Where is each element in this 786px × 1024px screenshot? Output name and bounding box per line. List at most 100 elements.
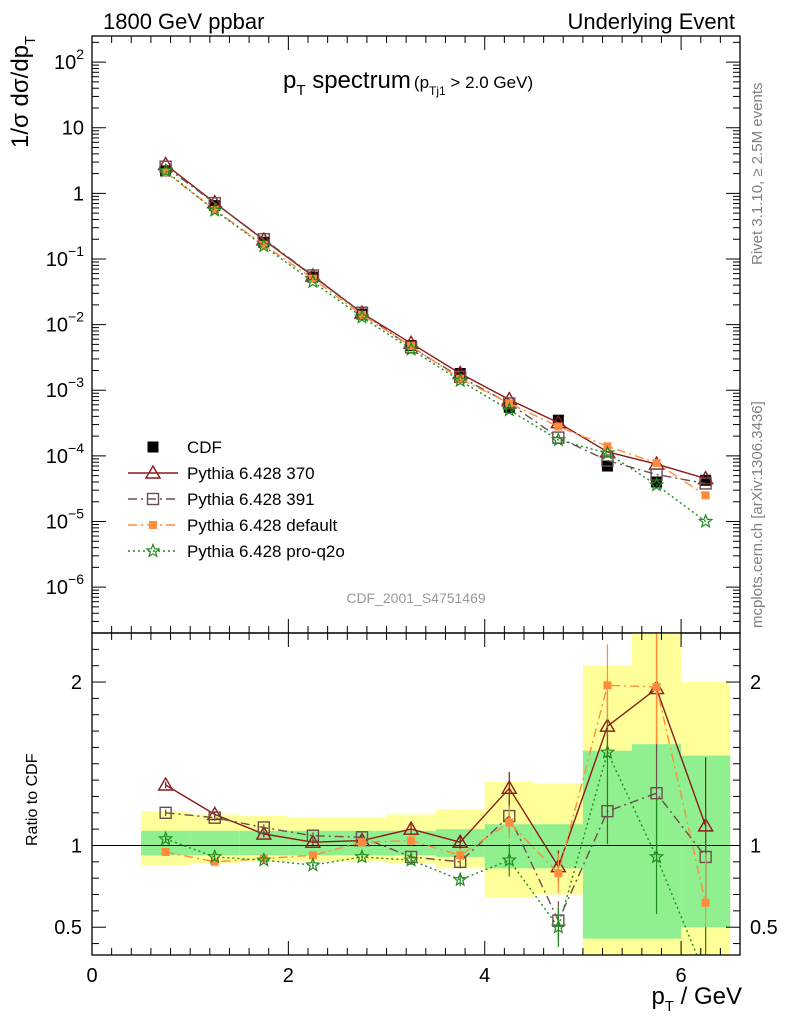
data-point-pythia-6-428-pro-q2o — [206, 202, 223, 218]
y-tick-label: 102 — [54, 46, 84, 74]
series-cdf — [160, 165, 712, 488]
y-tick-label: 10−5 — [46, 506, 84, 534]
ratio-point-pythia-6-428-pro-q2o — [206, 848, 223, 864]
x-tick-label: 6 — [676, 965, 687, 987]
ratio-point-pythia-6-428-default — [358, 838, 366, 847]
legend-item-cdf: CDF — [147, 438, 222, 457]
ratio-point-pythia-6-428-370 — [501, 779, 518, 794]
data-point-pythia-6-428-default — [308, 274, 317, 283]
data-point-pythia-6-428-391 — [699, 477, 712, 490]
data-point-pythia-6-428-pro-q2o — [256, 237, 272, 253]
ratio-point-pythia-6-428-370 — [451, 833, 469, 848]
legend-marker — [146, 492, 160, 506]
ratio-series — [157, 633, 714, 982]
data-point-pythia-6-428-pro-q2o — [550, 431, 567, 447]
ratio-point-pythia-6-428-default — [554, 869, 563, 878]
ratio-line-pythia-6-428-pro-q2o — [165, 750, 698, 955]
legend-label: Pythia 6.428 391 — [187, 490, 315, 509]
legend-item-pythia-6-428-391: Pythia 6.428 391 — [128, 490, 315, 509]
data-point-pythia-6-428-default — [652, 458, 661, 467]
ratio-point-pythia-6-428-pro-q2o — [305, 856, 321, 872]
series-line-pythia-6-428-default — [165, 171, 706, 496]
header-right: Underlying Event — [567, 9, 735, 34]
series-line-pythia-6-428-391 — [165, 166, 706, 485]
y-tick-label: 10 — [62, 118, 84, 140]
ratio-point-pythia-6-428-default — [505, 818, 514, 827]
ratio-y-axis: 0.5 0.5 1 1 2 2 — [54, 632, 778, 945]
data-point-cdf — [552, 414, 564, 426]
ratio-line-pythia-6-428-391 — [165, 792, 707, 923]
ratio-point-pythia-6-428-default — [652, 682, 661, 691]
y-tick-label: 10−1 — [46, 243, 84, 271]
data-point-pythia-6-428-default — [358, 311, 366, 320]
data-point-pythia-6-428-default — [407, 342, 416, 351]
data-point-pythia-6-428-pro-q2o — [157, 162, 174, 178]
ratio-line-pythia-6-428-default — [165, 684, 707, 903]
ratio-series-pythia-6-428-pro-q2o — [157, 719, 711, 982]
ratio-ylabel: Ratio to CDF — [24, 753, 41, 846]
ratio-y-tick-label: 2 — [71, 672, 82, 694]
ratio-point-pythia-6-428-pro-q2o — [452, 871, 468, 887]
ratio-frame — [91, 632, 741, 956]
data-point-pythia-6-428-default — [701, 491, 710, 500]
ratio-point-pythia-6-428-391 — [306, 829, 320, 842]
y-tick-label: 10−2 — [46, 309, 84, 337]
ratio-y-tick-label-right: 0.5 — [750, 917, 778, 939]
ratio-point-pythia-6-428-default — [161, 848, 170, 857]
data-point-pythia-6-428-pro-q2o — [452, 372, 468, 388]
data-point-pythia-6-428-default — [210, 205, 219, 214]
y-tick-label: 10−4 — [46, 440, 84, 468]
data-point-pythia-6-428-391 — [601, 454, 614, 467]
legend-label: Pythia 6.428 pro-q2o — [187, 542, 345, 561]
x-tick-label: 4 — [479, 965, 490, 987]
data-point-pythia-6-428-pro-q2o — [305, 273, 321, 289]
x-axis-title: pT / GeV — [651, 983, 742, 1015]
ratio-point-pythia-6-428-pro-q2o — [256, 852, 272, 867]
data-point-cdf — [700, 474, 712, 486]
ratio-point-pythia-6-428-370 — [402, 820, 420, 835]
ratio-point-pythia-6-428-default — [603, 681, 612, 690]
data-point-cdf — [209, 200, 221, 212]
legend-label: Pythia 6.428 370 — [187, 464, 315, 483]
ratio-point-pythia-6-428-default — [308, 851, 317, 860]
data-point-pythia-6-428-default — [456, 374, 465, 383]
data-point-pythia-6-428-pro-q2o — [697, 513, 714, 529]
ratio-point-pythia-6-428-391 — [650, 786, 663, 800]
ratio-point-pythia-6-428-391 — [601, 804, 614, 818]
ratio-point-pythia-6-428-pro-q2o — [599, 744, 616, 759]
ratio-point-pythia-6-428-pro-q2o — [550, 919, 567, 934]
ratio-point-pythia-6-428-pro-q2o — [648, 848, 665, 864]
ratio-point-pythia-6-428-pro-q2o — [699, 970, 711, 982]
ratio-point-pythia-6-428-default — [210, 857, 219, 866]
ratio-bands — [141, 633, 731, 955]
rivet-note: Rivet 3.1.10, ≥ 2.5M events — [749, 83, 766, 266]
ratio-line-pythia-6-428-370 — [165, 687, 707, 869]
legend-label: Pythia 6.428 default — [187, 516, 338, 535]
data-point-pythia-6-428-pro-q2o — [354, 308, 370, 324]
x-axis: 0 2 4 6 — [86, 36, 721, 987]
header-left: 1800 GeV ppbar — [103, 9, 264, 34]
legend-item-pythia-6-428-370: Pythia 6.428 370 — [128, 464, 315, 483]
series-pythia-6-428-pro-q2o — [157, 162, 714, 529]
ratio-point-pythia-6-428-pro-q2o — [501, 852, 518, 867]
ratio-point-pythia-6-428-391 — [257, 821, 271, 834]
series-pythia-6-428-default — [161, 168, 710, 500]
main-ylabel: 1/σ dσ/dpT — [7, 36, 39, 148]
ratio-point-pythia-6-428-default — [701, 898, 710, 907]
legend: CDF Pythia 6.428 370 Pythia 6.428 391 Pythi… — [128, 438, 345, 561]
mcplots-note: mcplots.cern.ch [arXiv:1306.3436] — [749, 401, 766, 628]
main-panel: 102 10 1 10−1 10−2 10−3 10−4 10−5 10−6 — [46, 35, 741, 634]
legend-marker — [144, 464, 162, 479]
legend-label: CDF — [187, 438, 222, 457]
ratio-y-tick-label-right: 2 — [750, 672, 761, 694]
series-line-pythia-6-428-370 — [165, 163, 706, 480]
data-point-pythia-6-428-391 — [503, 397, 516, 410]
main-title: pT spectrum (pTj1 > 2.0 GeV) — [283, 67, 533, 99]
ratio-y-tick-label-right: 1 — [750, 835, 761, 857]
y-tick-label: 1 — [73, 183, 84, 205]
ratio-y-tick-label: 1 — [71, 835, 82, 857]
ratio-point-pythia-6-428-default — [407, 836, 416, 845]
legend-item-pythia-6-428-default: Pythia 6.428 default — [128, 516, 338, 535]
legend-marker — [149, 521, 157, 529]
